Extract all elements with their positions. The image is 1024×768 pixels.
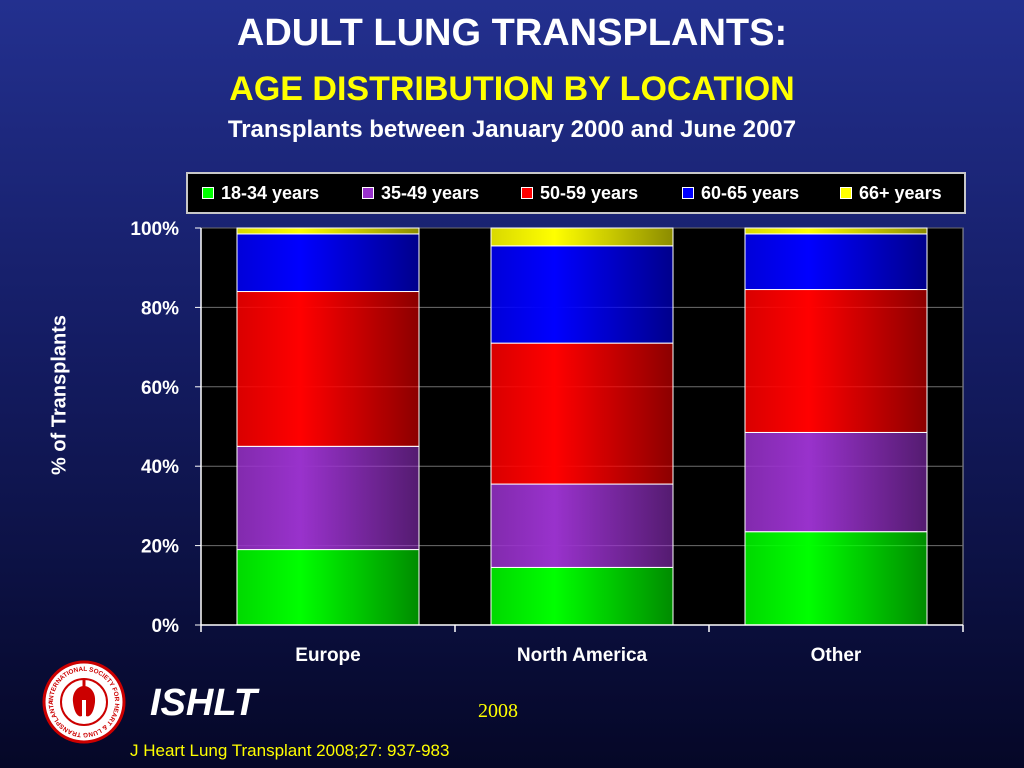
chart-legend: 18-34 years 35-49 years 50-59 years 60-65 y… [186,172,966,214]
organization-name: ISHLT [150,682,257,724]
y-tick-label: 60% [141,378,179,399]
bar-segment [236,549,420,626]
legend-label: 66+ years [859,182,942,203]
legend-swatch [521,187,533,199]
legend-item: 66+ years [840,182,942,204]
y-axis-label: % of Transplants [48,314,71,476]
bar-segment [236,445,420,551]
legend-swatch [362,187,374,199]
bar-segment [744,431,928,533]
ishlt-logo: INTERNATIONAL SOCIETY FOR HEART & LUNG T… [42,660,126,744]
stacked-bar-chart: 0% 20% 40% 60% 80% 100% Europe North America Oth… [130,219,964,666]
bar-segment [236,233,420,293]
x-tick-label: North America [517,645,648,666]
legend-swatch [682,187,694,199]
y-tick-label: 80% [141,298,179,319]
bar-segment [744,531,928,626]
legend-item: 35-49 years [362,182,479,204]
bar-segment [490,227,674,247]
publication-year: 2008 [478,700,518,722]
legend-item: 60-65 years [682,182,799,204]
x-tick-label: Other [811,645,862,666]
legend-swatch [840,187,852,199]
legend-item: 18-34 years [202,182,319,204]
legend-label: 50-59 years [540,182,639,203]
bar-segment [236,291,420,447]
legend-label: 18-34 years [221,182,320,203]
y-tick-label: 0% [152,616,180,637]
bar-segment [490,245,674,344]
bar-segment [744,227,928,235]
date-range-subtitle: Transplants between January 2000 and Jun… [227,116,797,143]
bar-segment [744,289,928,433]
bar-segment [490,483,674,568]
page-subtitle: AGE DISTRIBUTION BY LOCATION [229,70,795,108]
bar-segment [236,227,420,235]
y-tick-label: 40% [141,457,179,478]
legend-item: 50-59 years [521,182,638,204]
page-title: ADULT LUNG TRANSPLANTS: [236,12,788,54]
legend-swatch [202,187,214,199]
bar-segment [744,233,928,291]
bar-segment [490,566,674,626]
y-tick-label: 100% [130,219,179,240]
y-tick-label: 20% [141,537,179,558]
citation: J Heart Lung Transplant 2008;27: 937-983 [130,741,450,760]
x-tick-label: Europe [295,645,360,666]
legend-label: 60-65 years [701,182,800,203]
legend-label: 35-49 years [381,182,480,203]
bar-segment [490,342,674,485]
